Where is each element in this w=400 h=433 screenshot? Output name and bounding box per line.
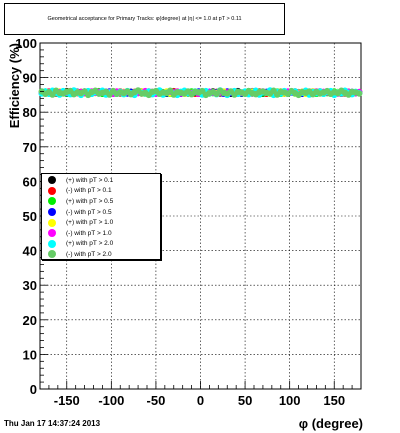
data-points (38, 87, 363, 99)
legend-marker-icon (48, 176, 56, 185)
y-tick-label: 20 (23, 313, 37, 328)
x-axis-label: φ (degree) (299, 416, 363, 431)
y-tick-label: 60 (23, 174, 37, 189)
legend-entry: (+) with pT > 0.5 (48, 196, 160, 207)
legend-entry: (+) with pT > 0.1 (48, 175, 160, 186)
chart-title: Geometrical acceptance for Primary Track… (47, 16, 242, 22)
legend-label: (+) with pT > 0.1 (66, 176, 114, 184)
legend-entry: (-) with pT > 0.1 (48, 186, 160, 197)
y-tick-labels: 0 10 20 30 40 50 60 70 80 90 100 (15, 36, 37, 397)
y-tick-label: 0 (30, 382, 37, 397)
legend-marker-icon (48, 250, 56, 259)
legend-label: (-) with pT > 1.0 (66, 229, 112, 237)
legend-entry: (+) with pT > 1.0 (48, 217, 160, 228)
legend-entry: (-) with pT > 1.0 (48, 228, 160, 239)
legend-label: (+) with pT > 2.0 (66, 240, 114, 248)
legend-marker-icon (48, 218, 56, 227)
x-tick-label: -50 (147, 393, 166, 408)
y-tick-label: 90 (23, 71, 37, 86)
y-tick-label: 30 (23, 278, 37, 293)
y-tick-label: 50 (23, 209, 37, 224)
data-point (356, 90, 363, 97)
x-tick-label: -150 (54, 393, 80, 408)
legend-label: (+) with pT > 0.5 (66, 197, 114, 205)
legend-marker-icon (48, 186, 56, 195)
x-tick-label: 150 (323, 393, 345, 408)
timestamp: Thu Jan 17 14:37:24 2013 (4, 419, 101, 428)
legend-label: (-) with pT > 2.0 (66, 250, 112, 258)
legend: (+) with pT > 0.1 (-) with pT > 0.1 (+) wi… (41, 173, 161, 260)
legend-label: (-) with pT > 0.5 (66, 208, 112, 216)
legend-marker-icon (48, 197, 56, 206)
chart-title-box: Geometrical acceptance for Primary Track… (4, 3, 285, 35)
y-tick-label: 70 (23, 140, 37, 155)
x-tick-labels: -150 -100 -50 0 50 100 150 (54, 393, 345, 408)
y-axis-label: Efficiency (%) (7, 43, 22, 128)
legend-marker-icon (48, 208, 56, 217)
x-tick-label: -100 (98, 393, 124, 408)
legend-marker-icon (48, 239, 56, 248)
legend-marker-icon (48, 229, 56, 238)
x-tick-label: 100 (279, 393, 301, 408)
y-tick-label: 80 (23, 105, 37, 120)
y-tick-label: 40 (23, 244, 37, 259)
legend-entry: (-) with pT > 0.5 (48, 207, 160, 218)
series-8 (38, 87, 363, 99)
y-tick-label: 10 (23, 347, 37, 362)
x-tick-label: 0 (197, 393, 204, 408)
legend-label: (-) with pT > 0.1 (66, 187, 112, 195)
legend-entry: (-) with pT > 2.0 (48, 249, 160, 260)
legend-entry: (+) with pT > 2.0 (48, 239, 160, 250)
y-tick-label: 100 (15, 36, 37, 51)
legend-label: (+) with pT > 1.0 (66, 219, 114, 227)
x-tick-label: 50 (238, 393, 252, 408)
